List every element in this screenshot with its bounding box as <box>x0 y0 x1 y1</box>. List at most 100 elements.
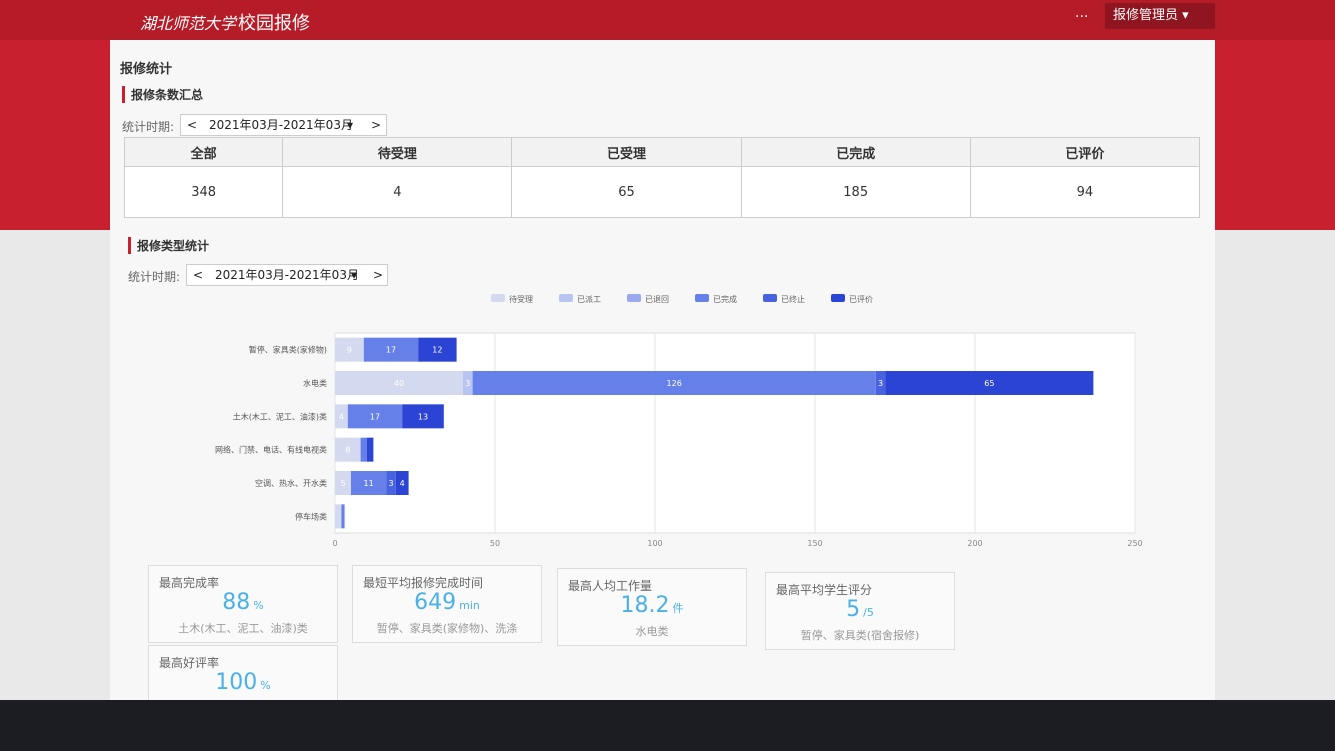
period-picker[interactable]: < 2021年03月-2021年03月 ▾ > <box>180 114 387 136</box>
card-title: 最高好评率 <box>159 656 220 670</box>
next-button[interactable]: > <box>373 268 384 282</box>
category-label: 水电类 <box>303 378 327 388</box>
legend-label: 已评价 <box>849 295 873 304</box>
bar-segment <box>386 471 396 495</box>
card-value: 649 <box>414 590 457 615</box>
bar-segment <box>335 404 348 429</box>
card-value-row: 88% <box>149 590 337 615</box>
value-label: 65 <box>984 379 994 388</box>
x-tick-label: 100 <box>647 539 662 548</box>
legend-label: 已派工 <box>577 295 601 304</box>
card-unit: % <box>260 679 271 692</box>
app-title: 校园报修 <box>238 13 310 34</box>
section-title: 报修条数汇总 <box>122 86 203 103</box>
bar-segment <box>875 371 886 395</box>
bar-segment <box>335 437 361 462</box>
card-title: 最高人均工作量 <box>568 579 653 593</box>
card-value-row: 649 min <box>353 590 541 615</box>
value-label: 4 <box>339 412 344 421</box>
bar-segment <box>335 371 463 395</box>
value-label: 13 <box>418 412 428 421</box>
value-label: 126 <box>667 379 682 388</box>
legend-swatch <box>831 294 845 302</box>
prev-button[interactable]: < <box>187 118 198 132</box>
period-picker[interactable]: < 2021年03月-2021年03月 ▾ > <box>186 264 388 286</box>
more-button[interactable]: ··· <box>1075 9 1089 25</box>
count-cell: 348 <box>123 166 284 218</box>
legend-label: 已退回 <box>645 295 669 304</box>
card-value: 100 <box>215 670 258 695</box>
card-title: 最高平均学生评分 <box>776 583 873 597</box>
column-header: 已完成 <box>740 137 971 167</box>
value-label: 3 <box>465 379 470 388</box>
summary-table: 全部 待受理 已受理 已完成 已评价 348 4 65 185 94 <box>123 137 1201 218</box>
category-label: 空调、热水、开水类 <box>255 478 327 488</box>
value-label: 17 <box>386 346 396 355</box>
chart: 待受理 已派工 已退回 已完成 已终止 已评价 0 50 100 150 200 250 暂停、家具类(… <box>215 294 1143 548</box>
value-label: 3 <box>388 479 393 488</box>
category-label: 网络、门禁、电话、有线电视类 <box>215 445 327 455</box>
stat-card: 最高完成率 88% 土木(木工、泥工、油漆)类 <box>148 565 338 643</box>
legend-label: 已完成 <box>713 294 737 304</box>
category-label: 暂停、家具类(家修物) <box>249 345 327 355</box>
legend-swatch <box>627 294 641 302</box>
period-value: 2021年03月-2021年03月 <box>215 268 359 282</box>
card-title: 最短平均报修完成时间 <box>363 576 484 590</box>
count-cell: 185 <box>740 166 971 218</box>
value-label: 3 <box>878 379 883 388</box>
section-title: 报修类型统计 <box>128 237 209 254</box>
value-label: 40 <box>394 379 404 388</box>
legend-swatch <box>695 294 709 302</box>
stat-card: 最短平均报修完成时间 649 min 暂停、家具类(家修物)、洗涤 <box>352 565 542 643</box>
next-button[interactable]: > <box>371 118 382 132</box>
user-name: 报修管理员 <box>1113 8 1179 23</box>
card-title: 最高完成率 <box>159 576 220 590</box>
period-label: 统计时期: <box>122 120 175 134</box>
period-label: 统计时期: <box>128 270 181 284</box>
card-unit: % <box>253 599 264 612</box>
column-header: 已评价 <box>969 137 1201 167</box>
x-tick-label: 0 <box>332 539 337 548</box>
period-value: 2021年03月-2021年03月 <box>209 118 353 132</box>
stat-card: 最高人均工作量 18.2 件水电类 <box>557 568 747 646</box>
bar-segment <box>472 371 876 395</box>
screen-bezel <box>0 700 1335 751</box>
prev-button[interactable]: < <box>193 268 204 282</box>
card-unit: min <box>459 599 480 612</box>
bar-segment <box>395 471 409 495</box>
card-value: 18.2 <box>620 593 670 618</box>
card-unit: /5 <box>863 606 874 619</box>
x-tick-label: 200 <box>967 539 982 548</box>
bar-segment <box>347 404 403 429</box>
x-tick-label: 50 <box>490 539 500 548</box>
card-note: 土木(木工、泥工、油漆)类 <box>178 622 308 635</box>
x-tick-label: 250 <box>1127 539 1142 548</box>
page-title: 报修统计 <box>120 62 173 77</box>
bar-segment <box>335 504 342 529</box>
card-value: 5 <box>846 597 861 622</box>
count-cell: 65 <box>511 166 742 218</box>
legend-swatch <box>491 294 505 302</box>
value-label: 8 <box>345 446 350 455</box>
column-header: 全部 <box>123 137 284 167</box>
count-cell: 4 <box>282 166 513 218</box>
bar-segment <box>341 504 345 529</box>
value-label: 12 <box>432 346 442 355</box>
value-label: 17 <box>370 412 380 421</box>
bar-segment <box>363 337 419 362</box>
header: 湖北师范大学 校园报修 ··· 报修管理员 ▾ <box>0 0 1335 40</box>
bar-segment <box>351 471 387 495</box>
legend-swatch <box>559 294 573 302</box>
card-value-row: 100% <box>149 670 337 695</box>
logo: 湖北师范大学 <box>140 14 237 33</box>
bar-segment <box>367 437 374 462</box>
card-unit: 件 <box>672 602 684 615</box>
category-label: 停车场类 <box>295 511 327 521</box>
user-menu[interactable]: 报修管理员 ▾ <box>1105 3 1215 29</box>
card-note: 暂停、家具类(家修物)、洗涤 <box>376 622 518 635</box>
bar-segment <box>360 437 367 462</box>
value-label: 9 <box>347 346 352 355</box>
legend-label: 已终止 <box>781 294 805 304</box>
value-label: 11 <box>364 479 374 488</box>
